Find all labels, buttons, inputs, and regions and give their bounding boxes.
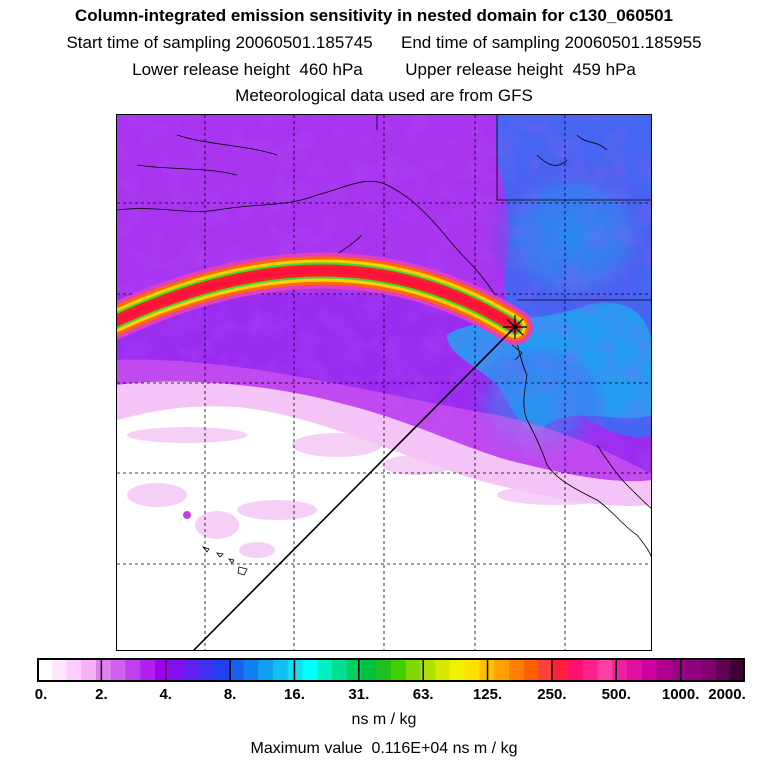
color-swatch: [302, 658, 318, 682]
color-swatch: [317, 658, 333, 682]
maximum-value-label: Maximum value 0.116E+04 ns m / kg: [250, 740, 518, 757]
color-swatch: [464, 658, 480, 682]
color-scale-tick-label: 2.: [95, 686, 108, 703]
color-swatch: [332, 658, 348, 682]
plume-arc: [117, 252, 533, 345]
color-swatch: [51, 658, 67, 682]
color-scale-tick-label: 500.: [601, 686, 631, 703]
flight-track: [192, 326, 516, 650]
color-swatch: [612, 658, 628, 682]
map-title: Column-integrated emission sensitivity i…: [74, 6, 674, 25]
color-swatch: [450, 658, 466, 682]
release-height-line: Lower release height 460 hPa Upper relea…: [132, 60, 636, 79]
sensitivity-map: [116, 114, 652, 651]
color-swatch: [346, 658, 362, 682]
color-scale-tick-label: 125.: [472, 686, 503, 703]
color-swatch: [287, 658, 303, 682]
met-data-line: Meteorological data used are from GFS: [235, 86, 533, 105]
color-scale-bar: [37, 658, 745, 682]
color-scale-tick-label: 31.: [348, 686, 370, 703]
color-swatch: [597, 658, 613, 682]
color-swatch: [110, 658, 126, 682]
color-swatch: [553, 658, 569, 682]
color-scale-tick-label: 250.: [537, 686, 567, 703]
map-canvas: [117, 115, 651, 650]
color-swatch: [214, 658, 230, 682]
color-swatch: [523, 658, 539, 682]
color-scale-border: [37, 658, 745, 682]
color-swatch: [155, 658, 171, 682]
color-swatch: [730, 658, 745, 682]
color-swatch: [494, 658, 510, 682]
color-swatch: [568, 658, 584, 682]
color-swatch: [538, 658, 554, 682]
color-swatch: [243, 658, 259, 682]
color-swatch: [376, 658, 392, 682]
color-swatch: [184, 658, 200, 682]
color-swatch: [66, 658, 82, 682]
pink-patches: [127, 427, 617, 558]
color-swatch: [435, 658, 451, 682]
color-scale-tick-label: 63.: [412, 686, 434, 703]
color-swatch: [700, 658, 716, 682]
color-swatch: [125, 658, 141, 682]
units-label: ns m / kg: [351, 711, 417, 728]
color-swatch: [199, 658, 215, 682]
color-swatch: [391, 658, 407, 682]
color-scale-tick-label: 1000.: [661, 686, 700, 703]
color-swatch: [509, 658, 525, 682]
color-swatch: [627, 658, 643, 682]
release-point-marker: [503, 315, 527, 339]
color-scale-tick-label: 0.: [34, 686, 48, 703]
color-swatch: [405, 658, 421, 682]
color-scale-tick-label: 2000.: [708, 686, 746, 703]
color-swatch: [228, 658, 244, 682]
color-swatch: [258, 658, 274, 682]
color-scale-tick-label: 16.: [284, 686, 305, 703]
color-swatch: [81, 658, 97, 682]
field-pink-haze: [117, 381, 651, 506]
color-swatch: [671, 658, 687, 682]
graticule: [117, 115, 651, 650]
color-scale-tick-label: 4.: [159, 686, 172, 703]
color-swatch: [420, 658, 436, 682]
color-swatch: [361, 658, 377, 682]
coastlines: [117, 115, 651, 558]
color-swatch: [641, 658, 657, 682]
color-swatch: [656, 658, 672, 682]
color-swatch: [582, 658, 598, 682]
color-swatch: [273, 658, 289, 682]
field-white-southwest: [117, 381, 651, 650]
color-scale-tick-label: 8.: [223, 686, 237, 703]
color-swatch: [96, 658, 112, 682]
sampling-time-line: Start time of sampling 20060501.185745 E…: [66, 33, 702, 52]
color-swatch: [686, 658, 702, 682]
pink-hotspot: [183, 511, 191, 519]
color-swatch: [37, 658, 53, 682]
color-swatch: [169, 658, 185, 682]
color-swatch: [715, 658, 731, 682]
color-swatch: [140, 658, 156, 682]
